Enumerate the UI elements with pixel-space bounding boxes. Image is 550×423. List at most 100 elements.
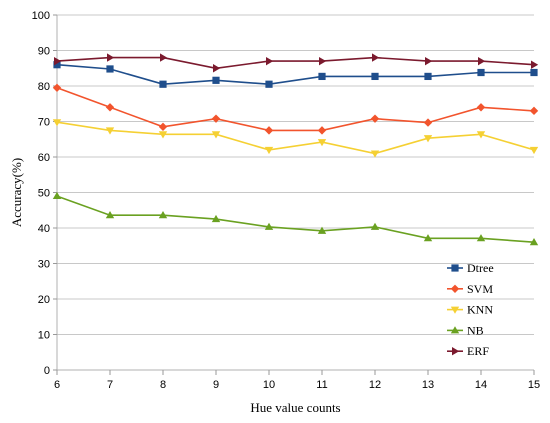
legend-label-erf: ERF <box>467 344 489 358</box>
x-tick-label: 8 <box>160 379 166 391</box>
data-point-dtree <box>212 76 220 84</box>
y-tick-label: 60 <box>38 152 50 164</box>
x-tick-label: 12 <box>369 379 381 391</box>
y-axis-title: Accuracy(%) <box>9 158 24 227</box>
data-point-nb <box>158 211 168 219</box>
legend-marker-nb <box>450 326 460 334</box>
data-point-svm <box>317 126 327 135</box>
data-point-dtree <box>159 80 167 88</box>
series-svm <box>52 83 539 135</box>
data-point-erf <box>425 56 433 66</box>
legend-label-dtree: Dtree <box>467 261 494 275</box>
legend-marker-dtree <box>451 264 459 272</box>
data-point-erf <box>372 53 380 62</box>
y-tick-label: 20 <box>38 294 50 306</box>
data-point-dtree <box>318 72 326 81</box>
y-tick-label: 30 <box>38 259 50 271</box>
data-point-nb <box>370 222 380 230</box>
y-tick-label: 80 <box>38 81 50 93</box>
legend-item-nb: NB <box>447 323 484 337</box>
y-tick-label: 50 <box>38 188 50 200</box>
data-point-svm <box>423 118 433 127</box>
series-line-nb <box>56 195 535 243</box>
y-tick-label: 40 <box>38 223 50 235</box>
legend-marker-svm <box>450 284 460 293</box>
x-tick-label: 6 <box>54 379 60 391</box>
legend-item-svm: SVM <box>447 282 493 296</box>
legend-label-svm: SVM <box>467 282 493 296</box>
series-line-knn <box>56 121 535 155</box>
data-point-knn <box>158 131 168 139</box>
data-point-nb <box>211 214 221 223</box>
x-tick-label: 14 <box>475 379 487 391</box>
legend-marker-knn <box>450 306 460 314</box>
data-point-dtree <box>424 72 432 81</box>
series-line-dtree <box>56 63 534 86</box>
data-point-nb <box>52 191 62 200</box>
series-knn <box>52 119 539 158</box>
y-tick-label: 70 <box>38 117 50 129</box>
data-point-svm <box>529 106 539 116</box>
legend-marker-erf <box>452 347 460 356</box>
series-nb <box>52 191 539 246</box>
data-point-dtree <box>530 68 538 77</box>
data-point-erf <box>478 56 486 66</box>
x-tick-label: 7 <box>107 379 113 391</box>
x-tick-label: 9 <box>213 379 219 391</box>
data-point-erf <box>160 53 168 62</box>
data-point-knn <box>211 131 221 139</box>
data-point-nb <box>423 234 433 242</box>
y-tick-label: 100 <box>32 10 50 22</box>
data-point-dtree <box>106 65 114 73</box>
legend-label-knn: KNN <box>467 303 493 317</box>
series-layer <box>52 53 539 246</box>
data-point-knn <box>105 127 115 135</box>
data-point-erf <box>531 60 539 69</box>
data-point-svm <box>105 103 115 112</box>
x-tick-label: 13 <box>422 379 434 391</box>
grid <box>57 14 534 371</box>
series-line-erf <box>56 56 535 70</box>
x-tick-label: 15 <box>528 379 540 391</box>
x-axis-ticks: 6 7 8 9 10 11 12 13 14 15 <box>54 370 540 391</box>
legend: Dtree SVM KNN NB ERF <box>447 261 494 358</box>
x-tick-label: 11 <box>316 379 327 391</box>
y-tick-label: 0 <box>44 365 50 377</box>
legend-item-dtree: Dtree <box>447 261 494 275</box>
legend-item-erf: ERF <box>447 344 489 358</box>
y-tick-label: 90 <box>38 46 50 58</box>
data-point-nb <box>529 238 539 246</box>
data-point-svm <box>476 103 486 112</box>
x-axis-title: Hue value counts <box>250 400 340 415</box>
series-erf <box>54 53 539 73</box>
data-point-erf <box>213 64 221 73</box>
data-point-knn <box>317 139 327 147</box>
series-line-svm <box>56 87 535 132</box>
legend-item-knn: KNN <box>447 303 493 317</box>
data-point-erf <box>319 56 327 66</box>
data-point-svm <box>370 114 380 123</box>
x-tick-label: 10 <box>263 379 275 391</box>
data-point-knn <box>52 119 62 127</box>
data-point-knn <box>423 135 433 143</box>
data-point-knn <box>370 150 380 158</box>
data-point-svm <box>264 126 274 135</box>
data-point-dtree <box>477 68 485 77</box>
data-point-nb <box>264 222 274 230</box>
y-tick-label: 10 <box>38 330 50 342</box>
data-point-knn <box>476 131 486 139</box>
data-point-svm <box>52 83 62 92</box>
series-dtree <box>53 61 538 88</box>
data-point-dtree <box>371 72 379 81</box>
data-point-knn <box>529 146 539 155</box>
data-point-erf <box>107 53 115 62</box>
data-point-dtree <box>265 80 273 88</box>
data-point-erf <box>54 56 62 66</box>
data-point-knn <box>264 146 274 155</box>
y-axis-ticks: 0 10 20 30 40 50 60 70 80 90 100 <box>32 10 57 377</box>
data-point-nb <box>317 226 327 234</box>
data-point-erf <box>266 56 274 66</box>
data-point-svm <box>211 114 221 123</box>
data-point-dtree <box>53 61 61 69</box>
